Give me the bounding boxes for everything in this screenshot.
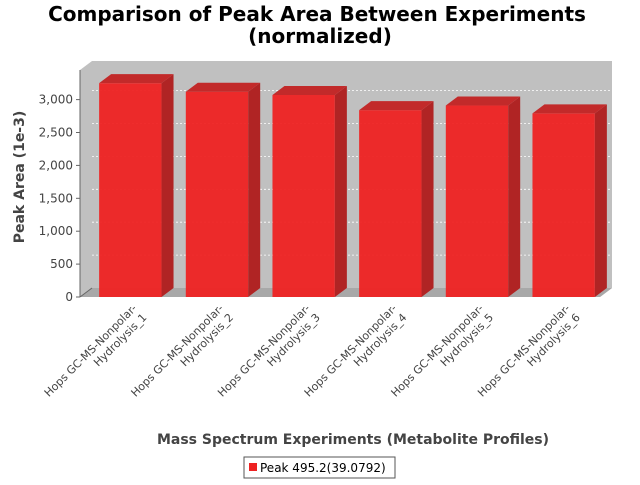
x-axis-label: Mass Spectrum Experiments (Metabolite Pr… bbox=[157, 432, 549, 448]
legend-box bbox=[243, 456, 396, 479]
y-tick-label: 2,000 bbox=[39, 158, 73, 172]
bar-front bbox=[272, 95, 335, 297]
legend-swatch bbox=[249, 463, 257, 471]
y-tick-label: 500 bbox=[50, 257, 73, 271]
bar-top bbox=[99, 74, 174, 84]
axis-corner-line bbox=[79, 287, 93, 298]
y-tick-label: 0 bbox=[65, 290, 73, 304]
bar-top bbox=[185, 82, 261, 92]
y-tick-label: 1,500 bbox=[39, 191, 73, 205]
bar-front bbox=[445, 105, 509, 298]
bar-top bbox=[359, 101, 434, 111]
bar-side bbox=[248, 82, 261, 297]
bar-front bbox=[99, 83, 162, 297]
y-axis-label: Peak Area (1e-3) bbox=[12, 111, 28, 244]
bar-top bbox=[272, 86, 347, 96]
bar bbox=[359, 101, 434, 297]
chart-title-line-1: Comparison of Peak Area Between Experime… bbox=[48, 2, 586, 26]
bar-top bbox=[445, 96, 521, 106]
y-tick-label: 1,000 bbox=[39, 224, 73, 238]
bar-top bbox=[532, 104, 607, 114]
bar-side bbox=[161, 74, 174, 297]
bar bbox=[532, 104, 607, 297]
bar bbox=[272, 86, 347, 297]
bar-front bbox=[359, 110, 422, 297]
bar-side bbox=[421, 101, 434, 297]
legend-label: Peak 495.2(39.0792) bbox=[260, 461, 386, 475]
x-tick-label-line-1: Hops GC-MS-Nonpolar- bbox=[42, 302, 140, 400]
y-tick-label: 3,000 bbox=[39, 93, 73, 107]
plot-area: 0 500 1,000 1,500 2,000 2,500 3,000 Hops GC-MS-… bbox=[39, 61, 612, 400]
bar bbox=[99, 74, 174, 297]
bar bbox=[445, 96, 521, 298]
bar-side bbox=[594, 104, 607, 297]
bar-side bbox=[508, 96, 521, 298]
legend: Peak 495.2(39.0792) bbox=[243, 456, 396, 479]
chart-title-line-2: (normalized) bbox=[248, 24, 392, 48]
y-tick-label: 2,500 bbox=[39, 126, 73, 140]
bar-front bbox=[532, 113, 595, 297]
bar-side bbox=[334, 86, 347, 297]
bar bbox=[185, 82, 261, 297]
bar-front bbox=[185, 91, 249, 297]
